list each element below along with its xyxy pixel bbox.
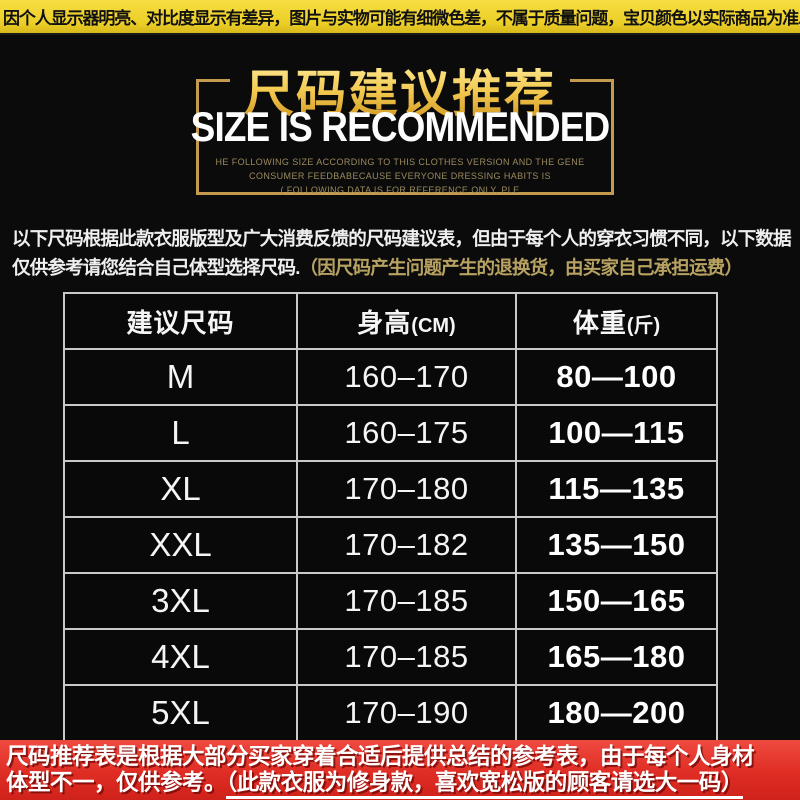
- height-cell: 170–185: [296, 572, 517, 630]
- size-table: 建议尺码 身高(CM) 体重(斤) M 160–170 80—100 L 160…: [63, 292, 718, 742]
- display-disclaimer-text: 因个人显示器明亮、对比度显示有差异，图片与实物可能有细微色差，不属于质量问题，宝…: [3, 9, 800, 28]
- weight-cell: 80—100: [515, 348, 718, 406]
- table-row: 4XL 170–185 165—180: [63, 628, 718, 686]
- size-note-line-2: 体型不一，仅供参考。（此款衣服为修身款，喜欢宽松版的顾客请选大一码）: [6, 770, 794, 799]
- page-title-cn-wrap: 尺码建议推荐: [0, 54, 800, 126]
- table-row: 5XL 170–190 180—200: [63, 684, 718, 742]
- subtitle-line-3: ( FOLLOWING DATA IS FOR REFERENCE ONLY, …: [280, 185, 520, 195]
- weight-cell: 135—150: [515, 516, 718, 574]
- page-title-cn: 尺码建议推荐: [244, 66, 556, 122]
- size-advice-line-2-white: 仅供参考请您结合自己体型选择尺码.: [12, 257, 300, 278]
- size-cell: 3XL: [63, 572, 298, 630]
- table-row: L 160–175 100—115: [63, 404, 718, 462]
- size-note-line-2-plain: 体型不一，仅供参考。: [6, 770, 227, 795]
- header-height: 身高(CM): [296, 292, 517, 350]
- size-cell: XXL: [63, 516, 298, 574]
- header-weight: 体重(斤): [515, 292, 718, 350]
- size-advice-line-2: 仅供参考请您结合自己体型选择尺码.（因尺码产生问题产生的退换货，由买家自己承担运…: [12, 253, 794, 282]
- size-advice-line-1: 以下尺码根据此款衣服版型及广大消费反馈的尺码建议表，但由于每个人的穿衣习惯不同，…: [12, 228, 792, 249]
- weight-cell: 180—200: [515, 684, 718, 742]
- size-cell: XL: [63, 460, 298, 518]
- subtitle-line-1: HE FOLLOWING SIZE ACCORDING TO THIS CLOT…: [215, 157, 585, 167]
- weight-cell: 100—115: [515, 404, 718, 462]
- height-cell: 170–185: [296, 628, 517, 686]
- table-row: XXL 170–182 135—150: [63, 516, 718, 574]
- size-cell: L: [63, 404, 298, 462]
- weight-cell: 150—165: [515, 572, 718, 630]
- height-cell: 160–170: [296, 348, 517, 406]
- height-cell: 170–182: [296, 516, 517, 574]
- table-row: M 160–170 80—100: [63, 348, 718, 406]
- size-note-line-1: 尺码推荐表是根据大部分买家穿着合适后提供总结的参考表，由于每个人身材: [6, 744, 755, 769]
- header-size: 建议尺码: [63, 292, 298, 350]
- display-disclaimer-banner: 因个人显示器明亮、对比度显示有差异，图片与实物可能有细微色差，不属于质量问题，宝…: [0, 0, 800, 35]
- size-note-banner: 尺码推荐表是根据大部分买家穿着合适后提供总结的参考表，由于每个人身材 体型不一，…: [0, 740, 800, 800]
- size-cell: M: [63, 348, 298, 406]
- subtitle-line-2: CONSUMER FEEDBABECAUSE EVERYONE DRESSING…: [249, 171, 551, 181]
- size-advice-line-2-gold: （因尺码产生问题产生的退换货，由买家自己承担运费）: [299, 257, 743, 278]
- height-cell: 170–180: [296, 460, 517, 518]
- weight-cell: 115—135: [515, 460, 718, 518]
- height-cell: 160–175: [296, 404, 517, 462]
- size-note-line-2-underlined: （此款衣服为修身款，喜欢宽松版的顾客请选大一码）: [226, 770, 743, 799]
- page-title-cn-bg: 尺码建议推荐: [230, 54, 570, 126]
- size-cell: 5XL: [63, 684, 298, 742]
- subtitle-lines: HE FOLLOWING SIZE ACCORDING TO THIS CLOT…: [0, 155, 800, 197]
- table-row: 3XL 170–185 150—165: [63, 572, 718, 630]
- table-row: XL 170–180 115—135: [63, 460, 718, 518]
- weight-cell: 165—180: [515, 628, 718, 686]
- height-cell: 170–190: [296, 684, 517, 742]
- size-cell: 4XL: [63, 628, 298, 686]
- page-title-en: SIZE IS RECOMMENDED: [190, 103, 611, 150]
- size-table-header-row: 建议尺码 身高(CM) 体重(斤): [63, 292, 718, 350]
- size-advice-paragraph: 以下尺码根据此款衣服版型及广大消费反馈的尺码建议表，但由于每个人的穿衣习惯不同，…: [12, 224, 794, 282]
